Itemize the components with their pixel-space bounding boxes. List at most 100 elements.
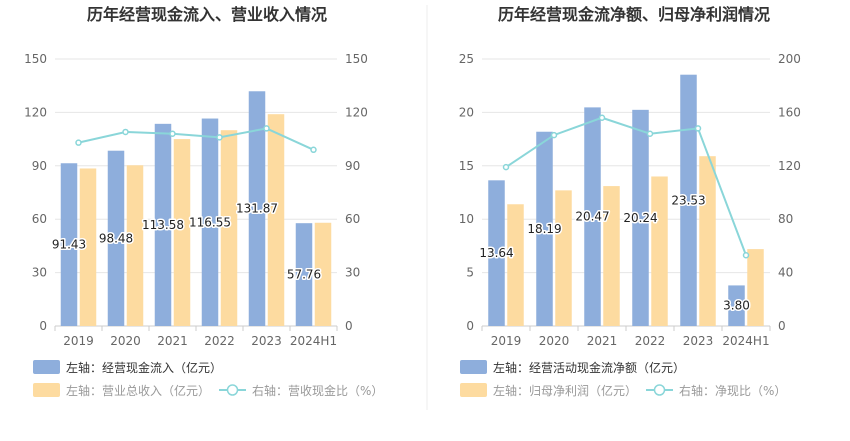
bar-secondary [173,139,191,326]
x-tick-label: 2024H1 [290,334,337,348]
chart-1: 历年经营现金流入、营业收入情况 0 30 60 90 120 150 0 30 60 90 120 15… [24,5,383,398]
line-point [75,139,82,146]
right-tick-label: 150 [345,52,368,66]
line-point [550,131,558,139]
line-series [505,116,747,256]
x-tick-label: 2020 [539,334,570,348]
legend-swatch [460,360,487,374]
legend-item: 左轴：营业总收入（亿元） [33,383,210,398]
right-tick-label: 80 [778,212,793,226]
bar-secondary [651,176,668,326]
bar-secondary [126,165,144,326]
x-tick-label: 2023 [251,334,282,348]
legend-label: 左轴：归母净利润（亿元） [493,383,637,398]
right-tick-label: 200 [778,52,801,66]
bar-primary [680,74,697,326]
bar-secondary [555,190,572,326]
bar-primary [536,131,553,326]
x-tick-label: 2022 [635,334,666,348]
left-tick-label: 90 [32,159,47,173]
bar-primary [154,123,172,326]
right-tick-label: 30 [345,266,360,280]
bar-secondary [747,249,764,326]
bar-secondary [507,204,524,326]
bar-primary [295,223,313,326]
bar-data-label: 98.48 [99,231,133,245]
bar-data-label: 23.53 [671,193,705,207]
line-point [122,128,129,136]
left-tick-label: 0 [39,319,47,333]
bar-primary [632,109,649,327]
right-tick-label: 40 [778,266,793,280]
right-tick-label: 90 [345,159,360,173]
chart-2: 历年经营现金流净额、归母净利润情况 0 5 10 15 20 25 0 40 80 120 160 20… [459,5,801,398]
line-point [646,130,654,138]
x-tick-label: 2021 [587,334,618,348]
right-tick-label: 0 [778,319,786,333]
x-tick-label: 2019 [491,334,522,348]
bar-primary [488,180,505,326]
legend-label: 左轴：营业总收入（亿元） [66,383,210,398]
left-tick-label: 15 [459,159,474,173]
line-point [216,134,223,141]
right-tick-label: 120 [778,159,801,173]
x-tick-label: 2023 [683,334,714,348]
legend-marker [653,384,666,396]
bar-data-label: 91.43 [52,238,86,252]
bar-data-label: 18.19 [527,222,561,236]
bar-secondary [79,168,97,326]
legend-item: 左轴：归母净利润（亿元） [460,383,637,398]
bar-data-label: 113.58 [142,218,184,232]
line-point [263,125,270,132]
line-point [694,125,702,132]
legend-swatch [33,383,60,397]
right-tick-label: 120 [345,105,368,119]
legend-item: 左轴：经营活动现金流净额（亿元） [460,360,685,375]
line-series [78,127,314,151]
legend-marker [226,384,239,396]
bar-primary [728,285,745,326]
chart-title: 历年经营现金流入、营业收入情况 [87,5,327,24]
left-tick-label: 60 [32,212,47,226]
bar-secondary [603,186,620,326]
left-tick-label: 25 [459,52,474,66]
x-tick-label: 2022 [204,334,235,348]
bar-data-label: 3.80 [723,299,750,313]
x-tick-label: 2021 [157,334,188,348]
right-tick-label: 60 [345,212,360,226]
left-tick-label: 30 [32,266,47,280]
bar-data-label: 20.24 [623,211,657,225]
legend-label: 右轴：营收现金比（%） [252,383,383,398]
x-tick-label: 2020 [110,334,141,348]
bar-primary [107,150,125,326]
bar-primary [60,163,78,326]
line-point [742,251,750,259]
left-tick-label: 120 [24,105,47,119]
bar-secondary [220,130,238,326]
bar-data-label: 20.47 [575,210,609,224]
bar-secondary [314,222,332,326]
legend-swatch [33,360,60,374]
left-tick-label: 5 [466,266,474,280]
legend-label: 左轴：经营活动现金流净额（亿元） [493,360,685,375]
right-tick-label: 0 [345,319,353,333]
bar-secondary [267,114,285,327]
legend-item: 左轴：经营现金流入（亿元） [33,360,222,375]
line-point [598,114,606,121]
bar-data-label: 57.76 [287,268,321,282]
x-tick-label: 2019 [63,334,94,348]
legend-item: 右轴：净现比（%） [646,383,786,398]
legend-label: 左轴：经营现金流入（亿元） [66,360,222,375]
line-point [310,146,317,154]
chart-title: 历年经营现金流净额、归母净利润情况 [498,5,770,24]
left-tick-label: 0 [466,319,474,333]
bar-data-label: 116.55 [189,215,231,229]
left-tick-label: 20 [459,105,474,119]
legend-item: 右轴：营收现金比（%） [219,383,383,398]
right-tick-label: 160 [778,105,801,119]
bar-primary [584,107,601,326]
bar-data-label: 131.87 [236,202,278,216]
bar-secondary [699,156,716,326]
left-tick-label: 150 [24,52,47,66]
